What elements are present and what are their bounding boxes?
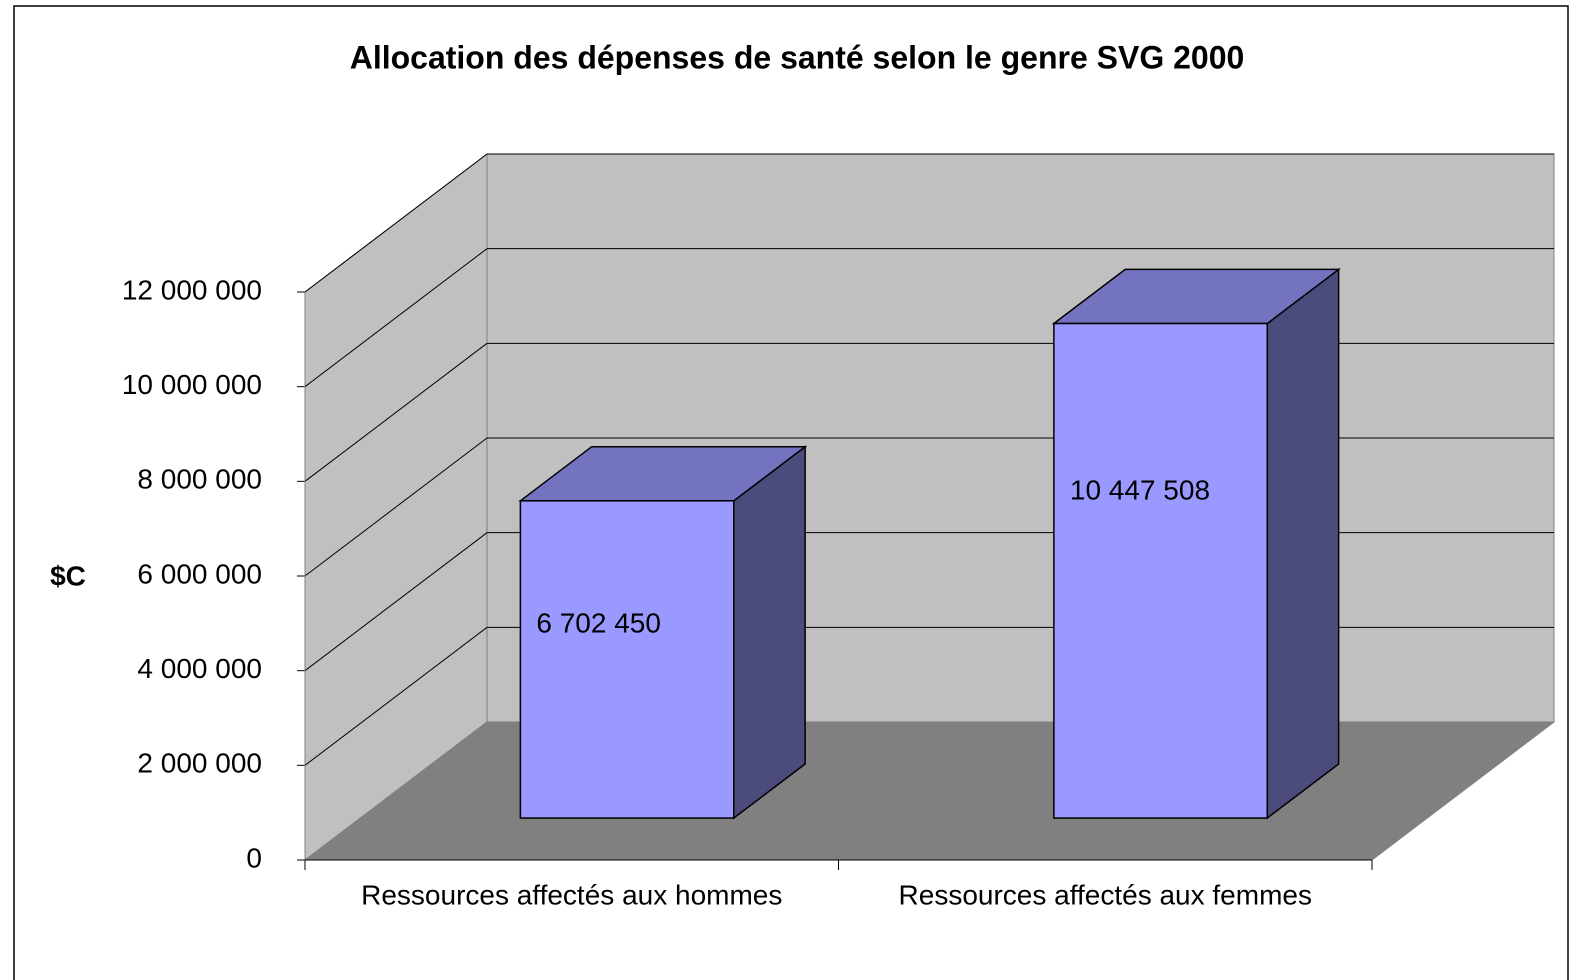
grid-line bbox=[304, 532, 488, 672]
data-label: 10 447 508 bbox=[1070, 475, 1210, 506]
y-tick-label: 10 000 000 bbox=[122, 369, 262, 400]
y-tick-label: 0 bbox=[246, 842, 262, 873]
grid-line bbox=[304, 626, 488, 766]
bar-side bbox=[1266, 267, 1340, 820]
y-tick-label: 4 000 000 bbox=[137, 653, 262, 684]
chart-title: Allocation des dépenses de santé selon l… bbox=[350, 39, 1245, 75]
y-tick-label: 6 000 000 bbox=[137, 558, 262, 589]
bar bbox=[1053, 322, 1269, 819]
data-label: 6 702 450 bbox=[536, 608, 661, 639]
x-tick-label: Ressources affectés aux hommes bbox=[361, 879, 782, 910]
y-axis-label: $C bbox=[50, 560, 86, 591]
grid-line bbox=[304, 342, 488, 482]
x-tick-label: Ressources affectés aux femmes bbox=[899, 879, 1312, 910]
y-tick-label: 12 000 000 bbox=[122, 274, 262, 305]
y-tick-label: 8 000 000 bbox=[137, 464, 262, 495]
grid-line bbox=[304, 248, 488, 388]
bar-side bbox=[733, 445, 806, 820]
bar bbox=[519, 500, 735, 819]
grid-line bbox=[304, 437, 488, 577]
floor bbox=[303, 721, 1556, 861]
y-tick-label: 2 000 000 bbox=[137, 748, 262, 779]
grid-line bbox=[304, 153, 488, 293]
